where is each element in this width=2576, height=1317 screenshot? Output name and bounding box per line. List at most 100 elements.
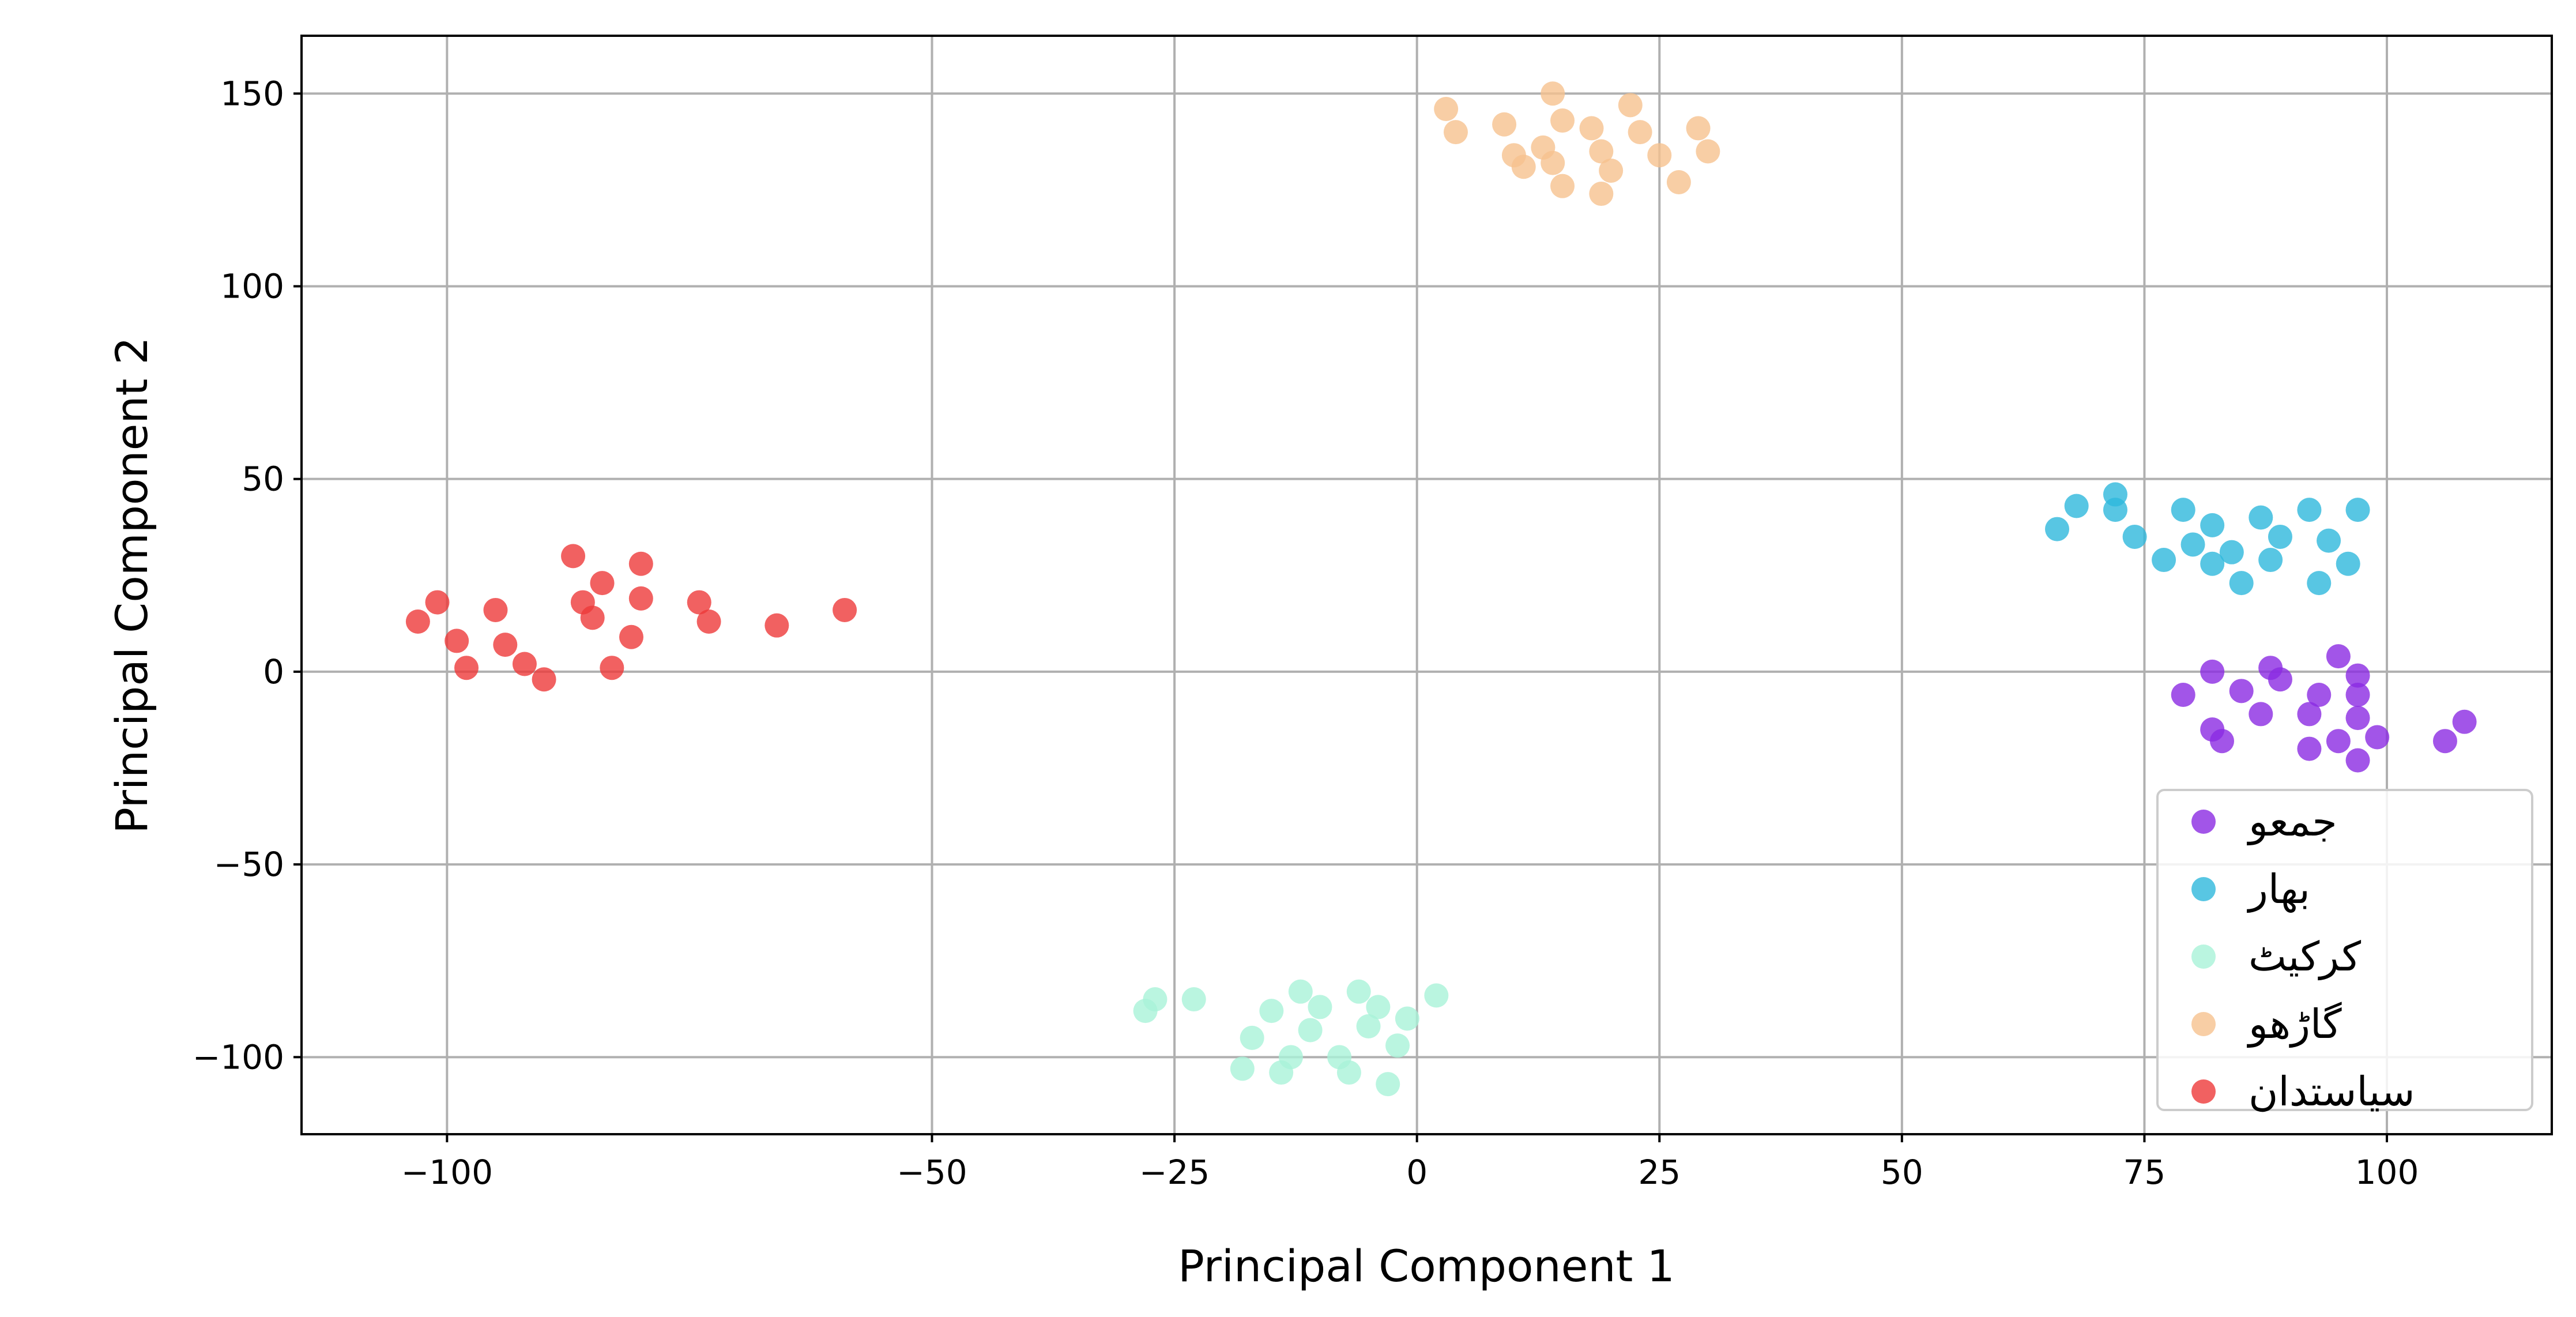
data-point	[1686, 116, 1711, 141]
y-tick-label: 150	[220, 74, 284, 113]
data-point	[2229, 571, 2254, 596]
series-1	[2171, 644, 2477, 773]
legend-label: سیاستدان	[2249, 1068, 2415, 1115]
y-tick-label: 100	[220, 266, 284, 306]
legend-item: کرکیٹ	[2191, 933, 2362, 981]
data-point	[2200, 659, 2225, 684]
data-point	[619, 624, 643, 649]
data-point	[2307, 571, 2332, 596]
legend-marker	[2191, 810, 2216, 834]
legend-box	[2156, 789, 2533, 1111]
legend-item: جمعو	[2191, 798, 2337, 846]
data-point	[1666, 170, 1691, 194]
data-point	[532, 667, 556, 692]
data-point	[405, 609, 430, 634]
data-point	[1628, 120, 1652, 145]
data-point	[2219, 540, 2244, 565]
data-point	[445, 629, 469, 653]
series-2	[2045, 482, 2370, 596]
x-tick-label: −25	[1139, 1153, 1210, 1192]
x-tick-label: 25	[1638, 1153, 1681, 1192]
data-point	[2200, 551, 2225, 576]
data-point	[1395, 1006, 1419, 1031]
legend-label: کرکیٹ	[2249, 933, 2362, 981]
legend-marker	[2191, 945, 2216, 969]
data-point	[1550, 174, 1575, 198]
data-point	[2297, 702, 2322, 727]
data-point	[1230, 1056, 1255, 1081]
data-point	[2297, 736, 2322, 761]
legend-item: گاڑھو	[2191, 1000, 2342, 1048]
data-point	[1356, 1014, 1381, 1038]
data-point	[687, 590, 711, 615]
data-point	[2365, 725, 2390, 750]
legend-marker	[2191, 877, 2216, 901]
data-point	[1346, 979, 1371, 1004]
data-point	[2452, 709, 2477, 734]
data-point	[483, 597, 508, 622]
legend-label: بهار	[2247, 866, 2310, 913]
data-point	[1278, 1045, 1303, 1070]
data-point	[2122, 524, 2147, 549]
data-point	[1443, 120, 1468, 145]
x-tick-label: 100	[2355, 1153, 2419, 1192]
data-point	[2297, 498, 2322, 522]
data-point	[696, 609, 721, 634]
data-point	[1424, 983, 1449, 1008]
data-point	[1589, 139, 1614, 164]
axis-ticks: −100 −50 −25 0 25 50 75 100 150 100 50 0 −50 −100	[193, 74, 2419, 1192]
data-point	[2152, 548, 2176, 573]
y-tick-label: 50	[242, 460, 284, 499]
data-point	[2432, 729, 2457, 754]
plot-frame	[300, 35, 2553, 1135]
data-point	[2064, 494, 2089, 518]
data-point	[1385, 1033, 1410, 1058]
data-point	[1618, 93, 1643, 118]
data-point	[512, 652, 537, 676]
data-point	[2345, 706, 2370, 731]
data-point	[2326, 729, 2351, 754]
legend-item: سیاستدان	[2191, 1068, 2415, 1115]
data-point	[1541, 81, 1565, 106]
data-point	[1376, 1072, 1400, 1097]
data-point	[833, 597, 857, 622]
data-point	[1550, 108, 1575, 133]
legend: جمعو بهار کرکیٹ گاڑھو سیاستدان	[2156, 789, 2533, 1115]
data-point	[2345, 663, 2370, 688]
x-tick-label: 75	[2123, 1153, 2166, 1192]
legend-label: گاڑھو	[2247, 1000, 2342, 1048]
y-tick-label: −50	[214, 845, 284, 884]
data-point	[2229, 679, 2254, 703]
y-tick-label: −100	[193, 1037, 284, 1077]
data-point	[2103, 498, 2127, 522]
data-point	[561, 544, 586, 569]
data-point	[628, 551, 653, 576]
data-point	[590, 571, 615, 596]
data-point	[2045, 517, 2070, 541]
data-point	[1696, 139, 1720, 164]
data-point	[2249, 505, 2273, 530]
data-point	[425, 590, 450, 615]
data-point	[1240, 1025, 1264, 1050]
data-points	[405, 81, 2477, 1097]
x-axis-label: Principal Component 1	[1178, 1240, 1675, 1292]
y-axis-label: Principal Component 2	[106, 337, 157, 834]
data-point	[2345, 683, 2370, 707]
data-point	[1259, 999, 1284, 1024]
data-point	[1511, 155, 1536, 179]
data-point	[2307, 683, 2332, 707]
data-point	[2258, 548, 2283, 573]
data-point	[1579, 116, 1604, 141]
y-tick-label: 0	[263, 652, 284, 691]
series-4	[1434, 81, 1720, 206]
data-point	[1308, 995, 1332, 1019]
legend-marker	[2191, 1012, 2216, 1036]
series-5	[405, 544, 857, 692]
data-point	[1492, 112, 1517, 137]
legend-marker	[2191, 1079, 2216, 1104]
data-point	[1143, 987, 1168, 1012]
data-point	[764, 613, 789, 638]
x-tick-label: −100	[401, 1153, 493, 1192]
data-point	[600, 656, 624, 680]
